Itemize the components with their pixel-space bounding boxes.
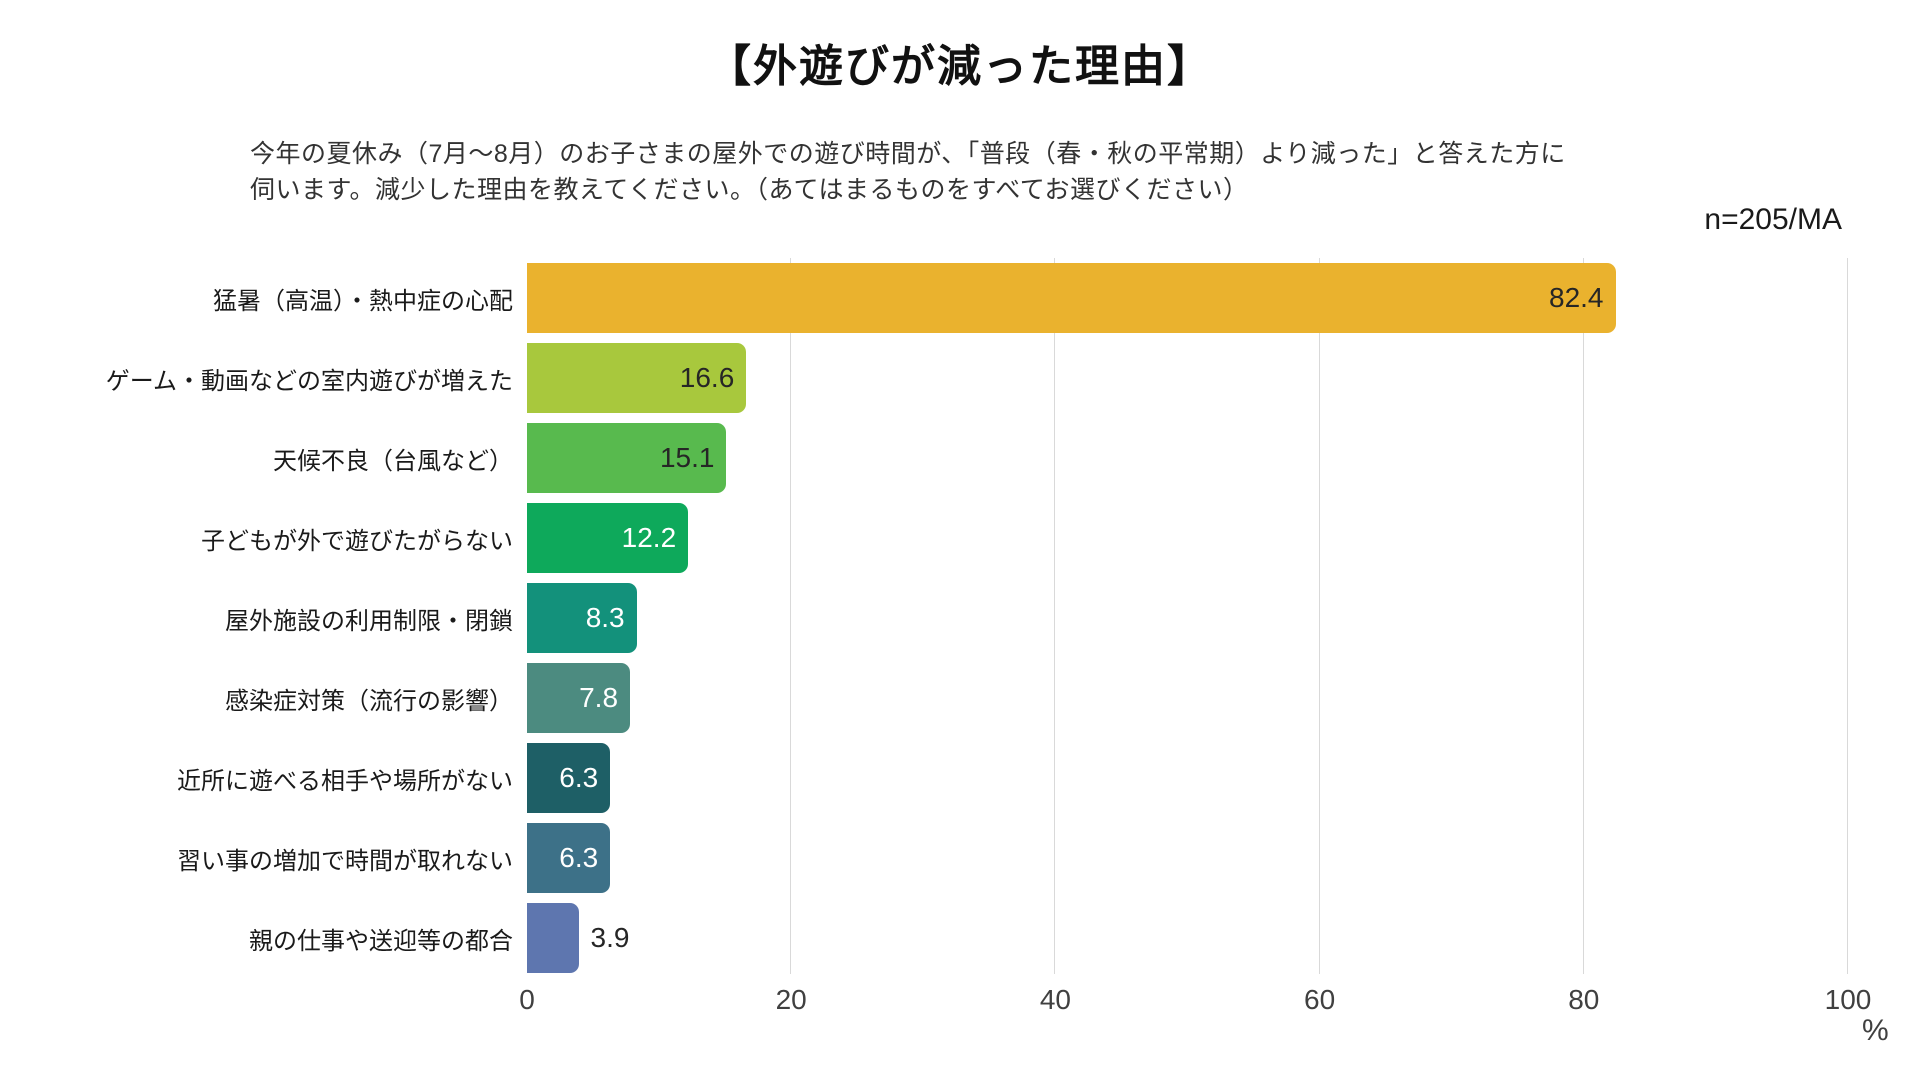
axis-unit-label: %	[1862, 1014, 1889, 1047]
gridline	[1847, 258, 1848, 974]
category-label: 習い事の増加で時間が取れない	[177, 847, 513, 875]
bar-track: 15.1	[527, 423, 1848, 493]
bar: 15.1	[527, 423, 727, 493]
value-label: 3.9	[590, 922, 630, 953]
x-tick-label: 100	[1824, 984, 1872, 1015]
chart-rows: 猛暑（高温）・熱中症の心配 82.4 ゲーム・動画などの室内遊びが増えた 16.6 天候…	[0, 258, 1848, 978]
value-label: 6.3	[559, 842, 599, 873]
bar-row: 習い事の増加で時間が取れない 6.3	[0, 818, 1848, 898]
x-tick-label: 20	[775, 984, 807, 1015]
subtitle-line-2: 伺います。減少した理由を教えてください。（あてはまるものをすべてお選びください）	[250, 176, 1249, 204]
value-label: 7.8	[579, 682, 619, 713]
gridlines	[527, 258, 1848, 974]
bar-track: 7.8	[527, 663, 1848, 733]
category-label: 近所に遊べる相手や場所がない	[177, 767, 513, 795]
bar: 12.2	[527, 503, 689, 573]
bar: 6.3	[527, 823, 611, 893]
value-label: 12.2	[621, 522, 677, 553]
bar-row: 親の仕事や送迎等の都合 3.9	[0, 898, 1848, 978]
gridline	[1054, 258, 1056, 974]
bar-row: 天候不良（台風など） 15.1	[0, 418, 1848, 498]
category-label: 屋外施設の利用制限・閉鎖	[225, 607, 513, 635]
x-axis: 0 20 40 60 80 100	[519, 984, 1871, 1024]
bar: 6.3	[527, 743, 611, 813]
category-label: 子どもが外で遊びたがらない	[201, 527, 513, 555]
x-tick-label: 0	[519, 984, 535, 1015]
value-label: 16.6	[679, 362, 735, 393]
bar-row: 猛暑（高温）・熱中症の心配 82.4	[0, 258, 1848, 338]
x-tick-label: 40	[1039, 984, 1071, 1015]
gridline	[1318, 258, 1320, 974]
bar-track: 8.3	[527, 583, 1848, 653]
bar-row: ゲーム・動画などの室内遊びが増えた 16.6	[0, 338, 1848, 418]
value-label: 6.3	[559, 762, 599, 793]
category-label: 親の仕事や送迎等の都合	[249, 927, 513, 955]
bar-track: 16.6	[527, 343, 1848, 413]
bar-row: 子どもが外で遊びたがらない 12.2	[0, 498, 1848, 578]
x-tick-label: 80	[1568, 984, 1600, 1015]
sample-size-label: n=205/MA	[1704, 203, 1842, 236]
gridline	[1582, 258, 1584, 974]
bar-row: 近所に遊べる相手や場所がない 6.3	[0, 738, 1848, 818]
chart-title: 【外遊びが減った理由】	[707, 42, 1213, 91]
bar	[527, 903, 579, 973]
bar-track: 3.9	[527, 903, 1848, 973]
value-label: 15.1	[659, 442, 715, 473]
chart-subtitle: 今年の夏休み（7月～8月）のお子さまの屋外での遊び時間が、「普段（春・秋の平常期…	[250, 136, 1566, 208]
value-label: 82.4	[1549, 282, 1604, 313]
bar: 8.3	[527, 583, 637, 653]
bar-track: 6.3	[527, 743, 1848, 813]
category-label: 天候不良（台風など）	[273, 447, 513, 475]
value-label: 8.3	[585, 602, 625, 633]
bar: 7.8	[527, 663, 631, 733]
bar-track: 82.4	[527, 263, 1848, 333]
category-label: 感染症対策（流行の影響）	[225, 687, 513, 715]
x-tick-label: 60	[1304, 984, 1336, 1015]
bar: 16.6	[527, 343, 747, 413]
subtitle-line-1: 今年の夏休み（7月～8月）のお子さまの屋外での遊び時間が、「普段（春・秋の平常期…	[250, 140, 1566, 168]
bar-row: 感染症対策（流行の影響） 7.8	[0, 658, 1848, 738]
bar-track: 6.3	[527, 823, 1848, 893]
gridline	[790, 258, 792, 974]
category-label: 猛暑（高温）・熱中症の心配	[213, 287, 513, 315]
bar-row: 屋外施設の利用制限・閉鎖 8.3	[0, 578, 1848, 658]
bar-track: 12.2	[527, 503, 1848, 573]
category-label: ゲーム・動画などの室内遊びが増えた	[105, 367, 513, 395]
bar: 82.4	[527, 263, 1616, 333]
